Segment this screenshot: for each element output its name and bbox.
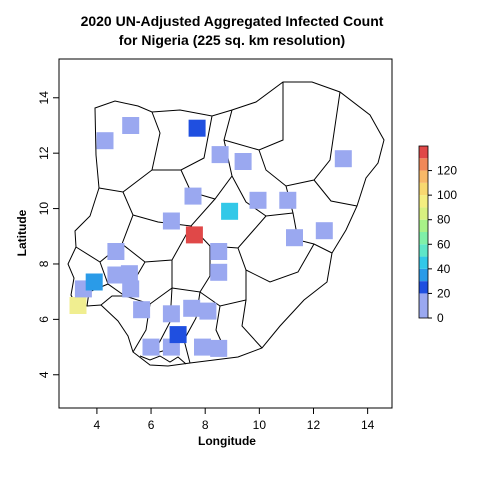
legend-band-13 <box>419 146 428 159</box>
x-tick-label: 8 <box>202 418 209 432</box>
heatmap-cell-6 <box>107 243 125 260</box>
heatmap-cell-21 <box>199 302 217 320</box>
state-line-3 <box>152 115 213 171</box>
state-line-6 <box>258 91 341 187</box>
state-line-5 <box>223 82 284 151</box>
heatmap-cell-13 <box>162 305 180 323</box>
heatmap-cell-10 <box>133 301 151 319</box>
x-tick-label: 10 <box>253 418 267 432</box>
heatmap-cell-17 <box>184 187 202 205</box>
heatmap-cell-7 <box>107 266 125 284</box>
heatmap-cell-4 <box>96 132 114 150</box>
heatmap-cell-27 <box>234 153 252 170</box>
legend-band-1 <box>419 293 428 318</box>
x-tick-label: 6 <box>148 418 155 432</box>
legend-band-8 <box>419 207 428 220</box>
state-line-2 <box>75 191 134 263</box>
heatmap-cell-11 <box>162 212 180 230</box>
heatmap-cells <box>69 117 352 357</box>
x-axis-title: Longitude <box>198 434 256 448</box>
map-title-line-1: 2020 UN-Adjusted Aggregated Infected Cou… <box>81 13 384 29</box>
y-axis: 4 6 8 10 12 14 <box>37 91 59 378</box>
legend-band-2 <box>419 281 428 294</box>
legend-band-9 <box>419 195 428 208</box>
legend-tick-label: 60 <box>437 237 451 251</box>
y-tick-label: 14 <box>37 91 51 105</box>
heatmap-cell-15 <box>169 326 187 344</box>
legend-band-12 <box>419 158 428 171</box>
heatmap-cell-28 <box>249 191 267 209</box>
legend-tick-label: 0 <box>437 311 444 325</box>
heatmap-cell-19 <box>185 226 203 244</box>
heatmap-cell-8 <box>120 265 138 283</box>
heatmap-cell-32 <box>334 150 352 168</box>
state-line-16 <box>171 246 211 293</box>
legend-band-11 <box>419 170 428 183</box>
legend-band-3 <box>419 268 428 282</box>
heatmap-cell-9 <box>122 280 140 298</box>
state-line-23 <box>100 295 125 306</box>
legend-band-7 <box>419 219 428 232</box>
heatmap-cell-29 <box>279 191 297 209</box>
heatmap-cell-5 <box>122 117 140 134</box>
nigeria-boundaries <box>67 81 385 367</box>
heatmap-cell-30 <box>286 229 303 247</box>
heatmap-cell-12 <box>142 338 160 356</box>
map-title-line-2: for Nigeria (225 sq. km resolution) <box>119 32 345 48</box>
legend-tick-label: 100 <box>437 188 457 202</box>
country-outline <box>67 81 385 367</box>
x-tick-label: 12 <box>307 418 321 432</box>
y-tick-label: 8 <box>37 260 51 267</box>
color-legend: 0 20 40 60 80 100 120 <box>418 145 457 325</box>
y-axis-title: Latitude <box>15 209 29 256</box>
state-line-22 <box>241 299 263 349</box>
state-line-17 <box>199 270 247 307</box>
heatmap-cell-24 <box>210 263 228 281</box>
heatmap-cell-22 <box>210 339 228 357</box>
legend-band-5 <box>419 244 428 257</box>
y-tick-label: 4 <box>37 371 51 378</box>
legend-tick-label: 120 <box>437 164 457 178</box>
legend-band-4 <box>419 256 428 269</box>
legend-tick-label: 80 <box>437 213 451 227</box>
legend-band-6 <box>419 232 428 245</box>
y-tick-label: 10 <box>37 202 51 216</box>
heatmap-cell-26 <box>221 202 239 220</box>
state-line-9 <box>231 175 294 217</box>
legend-band-10 <box>419 182 428 196</box>
heatmap-cell-20 <box>194 338 211 356</box>
heatmap-cell-16 <box>183 299 201 317</box>
legend-frame <box>418 145 429 319</box>
y-tick-label: 12 <box>37 146 51 160</box>
heatmap-cell-18 <box>188 119 206 137</box>
state-line-15 <box>124 260 173 305</box>
heatmap-cell-25 <box>211 146 229 164</box>
state-line-7 <box>313 179 358 207</box>
heatmap-cell-23 <box>210 243 228 260</box>
heatmap-cell-1 <box>69 297 87 314</box>
x-tick-label: 4 <box>94 418 101 432</box>
x-axis: 4 6 8 10 12 14 <box>94 407 375 432</box>
state-line-13 <box>121 225 192 263</box>
y-tick-label: 6 <box>37 316 51 323</box>
state-line-12 <box>237 243 315 283</box>
legend-tick-label: 20 <box>437 286 451 300</box>
heatmap-cell-31 <box>315 222 333 240</box>
x-tick-label: 14 <box>361 418 375 432</box>
legend-tick-label: 40 <box>437 262 451 276</box>
heatmap-cell-3 <box>85 273 103 291</box>
